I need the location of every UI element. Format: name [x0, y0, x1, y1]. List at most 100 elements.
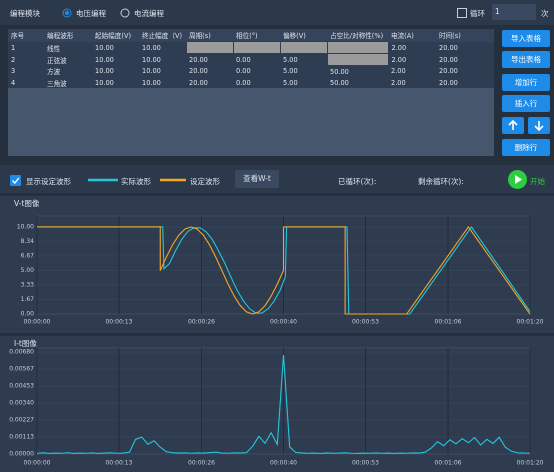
x-tick-label: 00:00:26 — [188, 319, 215, 326]
x-tick-label: 00:00:26 — [188, 460, 215, 467]
table-cell: 5.00 — [280, 77, 327, 88]
table-row[interactable]: 4 三角波 10.00 10.00 20.00 0.00 5.00 50.00 2.00 20.0… — [8, 77, 494, 88]
it-chart: I-t图像 0.00000 0.00113 0.00227 0.00340 0.00453… — [0, 336, 554, 472]
table-cell: 3 — [8, 65, 44, 77]
table: 序号 编程波形 起始幅度(V) 终止幅度（V) 周期(s) 相位(°) 偏移(V) 占空比/对… — [8, 29, 494, 88]
y-tick-label: 0.00113 — [9, 434, 34, 441]
button[interactable]: 导出表格 — [502, 51, 550, 68]
column-header: 时间(s) — [436, 29, 494, 42]
table-cell: 2.00 — [388, 65, 436, 77]
table-cell: 20.00 — [436, 53, 494, 66]
disabled-cell — [326, 53, 389, 66]
y-tick-label: 5.00 — [21, 267, 35, 274]
checkbox[interactable] — [457, 8, 467, 18]
table-cell: 2.00 — [388, 53, 436, 66]
radio-selected[interactable] — [62, 8, 72, 18]
chart-title: V-t图像 — [14, 198, 40, 208]
top-bar: 编程模块 电压编程 电流编程 循环 1 次 — [0, 0, 554, 25]
y-tick-label: 0.00567 — [9, 365, 34, 372]
y-tick-label: 10.00 — [17, 223, 34, 230]
start-button[interactable] — [508, 170, 527, 189]
x-tick-label: 00:01:06 — [435, 319, 462, 326]
checkbox-checked[interactable] — [10, 175, 21, 186]
table-row[interactable]: 2 正弦波 10.00 10.00 20.00 0.00 5.00 2.00 20.00 — [8, 53, 494, 66]
x-tick-label: 00:00:00 — [24, 460, 51, 467]
table-cell: 1 — [8, 41, 44, 54]
mode-option[interactable]: 电压编程 — [76, 9, 106, 18]
loop-input[interactable]: 1 — [492, 4, 536, 20]
table-cell: 正弦波 — [44, 53, 92, 66]
table-cell: 三角波 — [44, 77, 92, 88]
table-cell: 方波 — [44, 65, 92, 77]
table-cell: 50.00 — [327, 77, 388, 88]
y-tick-label: 1.67 — [21, 296, 35, 303]
series-line — [36, 354, 531, 454]
button[interactable]: 查看W-t — [235, 170, 279, 188]
x-tick-label: 00:00:53 — [352, 460, 379, 467]
button[interactable]: 增加行 — [502, 74, 550, 91]
table-cell: 5.00 — [280, 53, 327, 66]
y-tick-label: 0.00340 — [9, 400, 34, 407]
table-cell: 10.00 — [139, 53, 186, 66]
table-cell: 20.00 — [186, 77, 233, 88]
y-tick-label: 0.00227 — [9, 416, 34, 423]
table-cell: 0.00 — [233, 53, 280, 66]
table-cell: 线性 — [44, 41, 92, 54]
show-set-label: 显示设定波形 — [26, 177, 71, 186]
column-header: 终止幅度（V) — [139, 29, 186, 42]
x-tick-label: 00:00:13 — [105, 460, 132, 467]
move-buttons[interactable] — [502, 117, 550, 134]
table-cell: 20.00 — [186, 53, 233, 66]
disabled-cell — [326, 41, 389, 54]
radio[interactable] — [120, 8, 130, 18]
loop-unit: 次 — [541, 9, 549, 18]
start-label[interactable]: 开始 — [530, 177, 545, 186]
chart-title: I-t图像 — [14, 338, 37, 348]
button[interactable]: 删除行 — [502, 139, 550, 156]
module-title: 编程模块 — [10, 9, 40, 18]
column-header: 偏移(V) — [280, 29, 327, 42]
disabled-cell — [232, 41, 281, 54]
x-tick-label: 00:01:20 — [517, 460, 544, 467]
toolbar: 显示设定波形 实际波形 设定波形 查看W-t 已循环(次): 剩余循环(次): … — [0, 165, 554, 193]
table-cell: 5.00 — [280, 65, 327, 77]
x-tick-label: 00:01:06 — [435, 460, 462, 467]
table-cell: 10.00 — [139, 77, 186, 88]
column-header: 电流(A) — [388, 29, 436, 42]
table-row[interactable]: 1 线性 10.00 10.00 2.00 20.00 — [8, 41, 494, 54]
table-row[interactable]: 3 方波 10.00 10.00 20.00 0.00 5.00 50.00 2.00 20.00 — [8, 65, 494, 77]
disabled-cell — [279, 41, 328, 54]
table-cell: 10.00 — [139, 65, 186, 77]
mode-option[interactable]: 电流编程 — [134, 9, 164, 18]
x-tick-label: 00:01:20 — [517, 319, 544, 326]
y-tick-label: 0.00453 — [9, 383, 34, 390]
table-cell: 10.00 — [139, 41, 186, 54]
table-cell: 0.00 — [233, 77, 280, 88]
button[interactable]: 插入行 — [502, 95, 550, 112]
table-cell: 20.00 — [186, 65, 233, 77]
legend-label: 实际波形 — [121, 177, 151, 186]
table-cell: 10.00 — [92, 65, 139, 77]
vt-chart: V-t图像 0.00 1.67 3.33 5.00 6.67 8.34 10.00 00:00:… — [0, 196, 554, 333]
legend-swatch — [88, 178, 118, 182]
column-header: 序号 — [8, 29, 44, 42]
column-header: 相位(°) — [233, 29, 280, 42]
table-cell: 2 — [8, 53, 44, 66]
series-line — [37, 226, 531, 315]
table-cell: 20.00 — [436, 41, 494, 54]
remaining-label: 剩余循环(次): — [418, 177, 464, 186]
button[interactable]: 导入表格 — [502, 30, 550, 47]
x-tick-label: 00:00:40 — [270, 460, 297, 467]
cycled-label: 已循环(次): — [338, 177, 377, 186]
y-tick-label: 3.33 — [21, 282, 35, 289]
table-cell: 2.00 — [388, 41, 436, 54]
table-cell: 10.00 — [92, 53, 139, 66]
y-tick-label: 0.00 — [21, 311, 35, 318]
y-tick-label: 8.34 — [21, 238, 35, 245]
table-cell: 10.00 — [92, 41, 139, 54]
table-cell: 10.00 — [92, 77, 139, 88]
table-cell: 20.00 — [436, 77, 494, 88]
table-cell: 2.00 — [388, 77, 436, 88]
disabled-cell — [185, 41, 234, 54]
y-tick-label: 6.67 — [21, 252, 35, 259]
